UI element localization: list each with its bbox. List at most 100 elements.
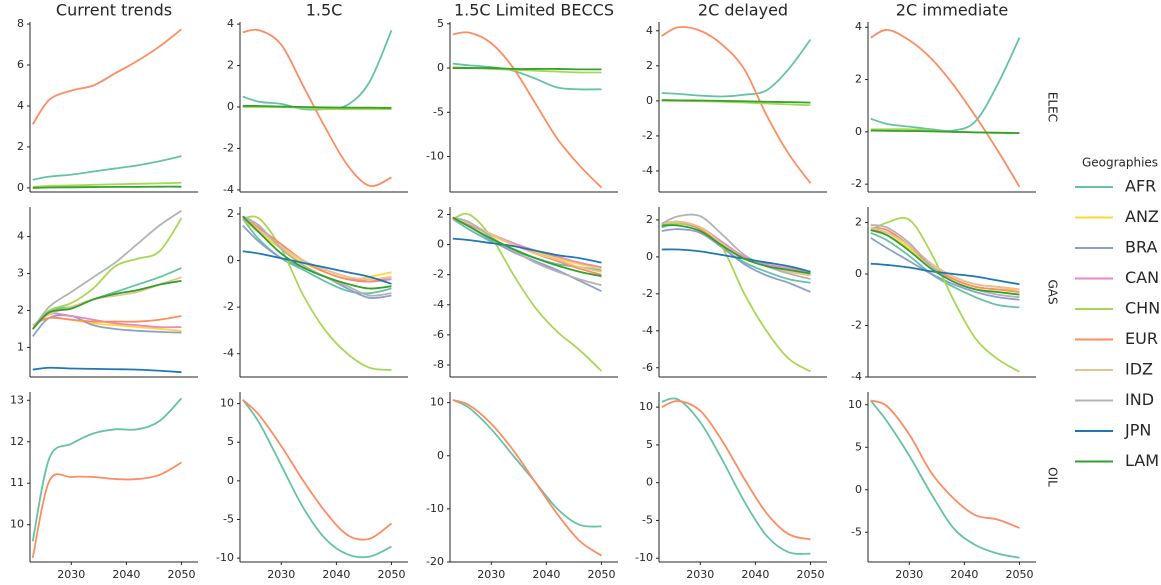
legend-label: EUR: [1125, 329, 1158, 348]
y-tick-label: -4: [642, 324, 653, 337]
series-line: JPN: [661, 248, 811, 273]
y-tick-label: 12: [10, 435, 24, 448]
series-line: AFR: [242, 218, 392, 295]
series-line: ANZ: [242, 217, 392, 281]
y-tick-label: -10: [216, 551, 234, 564]
series-line: EUR: [242, 215, 392, 283]
y-tick-label: 2: [437, 208, 444, 221]
series-line: EUR: [452, 399, 602, 557]
series-line: IND: [661, 213, 811, 280]
y-tick-label: 13: [10, 393, 24, 406]
series-line: EUR: [31, 461, 182, 559]
y-tick-label: 5: [646, 438, 653, 451]
legend-label: ANZ: [1125, 207, 1159, 226]
y-tick-label: -2: [433, 268, 444, 281]
y-tick-label: 10: [848, 398, 862, 411]
panel-title: 2C delayed: [698, 1, 788, 20]
y-tick-label: 1: [17, 340, 24, 353]
x-tick-label: 2040: [950, 568, 978, 581]
panel-title: 1.5C: [306, 1, 343, 20]
legend-label: LAM: [1125, 451, 1159, 470]
series-line: IDZ: [870, 226, 1020, 291]
row-label: GAS: [1046, 279, 1060, 304]
y-tick-label: 2: [855, 215, 862, 228]
y-tick-label: 0: [855, 125, 862, 138]
series-line: CAN: [452, 218, 602, 269]
x-tick-label: 2040: [741, 568, 769, 581]
series-line: IND: [242, 215, 392, 297]
legend-label: IDZ: [1125, 360, 1153, 379]
series-line: IND: [452, 216, 602, 287]
series-line: EUR: [661, 400, 811, 541]
legend-label: IND: [1125, 390, 1154, 409]
y-tick-label: 11: [10, 476, 24, 489]
legend-label: BRA: [1125, 238, 1157, 257]
y-tick-label: 5: [227, 435, 234, 448]
series-line: AFR: [452, 399, 602, 528]
series-line: LAM: [32, 185, 182, 189]
panel-title: 2C immediate: [896, 1, 1008, 20]
y-tick-label: 0: [437, 61, 444, 74]
x-tick-label: 2050: [377, 568, 405, 581]
y-tick-label: 0: [437, 238, 444, 251]
x-tick-label: 2030: [895, 568, 923, 581]
y-tick-label: -4: [851, 370, 862, 383]
x-tick-label: 2040: [112, 568, 140, 581]
x-tick-label: 2030: [57, 568, 85, 581]
series-line: EUR: [242, 399, 393, 541]
y-tick-label: 6: [17, 58, 24, 71]
y-tick-label: 3: [17, 267, 24, 280]
y-tick-label: -4: [433, 298, 444, 311]
series-line: LAM: [452, 216, 602, 278]
y-tick-label: -10: [426, 502, 444, 515]
series-line: JPN: [242, 250, 392, 285]
y-tick-label: -2: [223, 300, 234, 313]
series-line: JPN: [870, 262, 1020, 286]
y-tick-label: 2: [855, 73, 862, 86]
x-tick-label: 2050: [167, 568, 195, 581]
row-label: OIL: [1046, 467, 1060, 487]
x-tick-label: 2050: [1005, 568, 1033, 581]
y-tick-label: 2: [646, 213, 653, 226]
y-tick-label: -6: [433, 328, 444, 341]
y-tick-label: 4: [17, 230, 24, 243]
series-line: AFR: [870, 231, 1020, 309]
series-line: EUR: [452, 31, 603, 189]
y-tick-label: 2: [17, 140, 24, 153]
series-line: AFR: [870, 37, 1021, 132]
y-tick-label: -2: [642, 287, 653, 300]
series-line: LAM: [452, 67, 602, 71]
series-line: LAM: [870, 229, 1020, 296]
y-tick-label: 0: [855, 267, 862, 280]
x-tick-label: 2030: [267, 568, 295, 581]
series-line: LAM: [242, 105, 392, 109]
y-tick-label: 4: [646, 24, 653, 37]
y-tick-label: -5: [851, 525, 862, 538]
legend-label: AFR: [1125, 177, 1156, 196]
series-line: BRA: [870, 237, 1020, 301]
y-tick-label: 4: [17, 99, 24, 112]
y-tick-label: 4: [227, 17, 234, 30]
series-line: AFR: [661, 38, 812, 98]
series-line: LAM: [242, 215, 392, 290]
panel-title: Current trends: [56, 1, 172, 20]
series-line: LAM: [661, 99, 811, 104]
series-line: IDZ: [452, 216, 602, 273]
y-tick-label: -2: [851, 318, 862, 331]
series-line: AFR: [31, 397, 183, 542]
series-line: AFR: [242, 399, 392, 559]
series-line: JPN: [452, 237, 602, 264]
series-line: EUR: [870, 28, 1021, 188]
y-tick-label: -2: [223, 141, 234, 154]
x-tick-label: 2030: [477, 568, 505, 581]
y-tick-label: 4: [855, 20, 862, 33]
y-tick-label: -20: [426, 555, 444, 568]
y-tick-label: 10: [10, 518, 24, 531]
series-line: CHN: [242, 106, 392, 111]
y-tick-label: 0: [227, 474, 234, 487]
panel-title: 1.5C Limited BECCS: [454, 1, 614, 20]
y-tick-label: 10: [430, 396, 444, 409]
x-tick-label: 2050: [796, 568, 824, 581]
